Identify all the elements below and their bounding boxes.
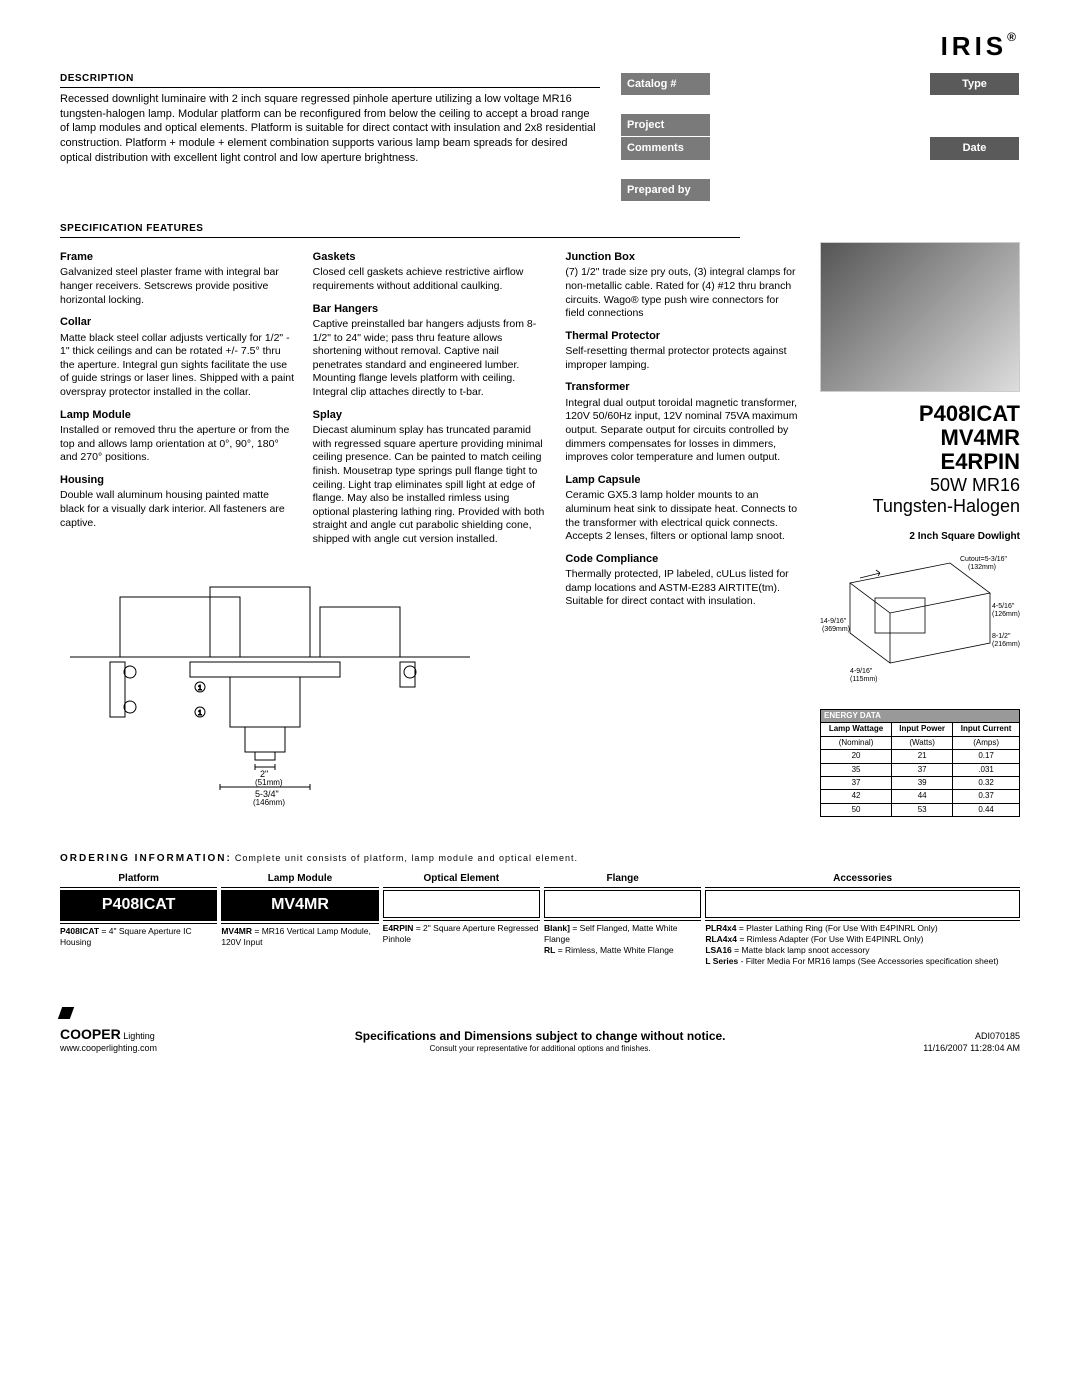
date-field[interactable] [621, 160, 1020, 178]
svg-text:1: 1 [198, 710, 202, 717]
optical-box[interactable] [383, 890, 540, 918]
housing-text: Double wall aluminum housing painted mat… [60, 489, 295, 530]
optical-desc: E4RPIN = 2" Square Aperture Regressed Pi… [383, 920, 540, 945]
code-text: Thermally protected, IP labeled, cULus l… [565, 568, 800, 609]
thermal-text: Self-resetting thermal protector protect… [565, 345, 800, 372]
ordering-sub: Complete unit consists of platform, lamp… [235, 853, 578, 863]
project-label: Project [621, 114, 711, 137]
svg-text:1: 1 [198, 685, 202, 692]
jbox-text: (7) 1/2" trade size pry outs, (3) integr… [565, 266, 800, 321]
svg-text:(51mm): (51mm) [255, 778, 283, 787]
svg-text:(126mm): (126mm) [992, 611, 1020, 618]
date-label: Date [930, 137, 1020, 160]
product-code-1: P408ICAT [820, 402, 1020, 426]
prepared-label: Prepared by [621, 178, 711, 201]
lamp-module-text: Installed or removed thru the aperture o… [60, 424, 295, 465]
project-field[interactable] [711, 114, 1020, 137]
footer-center: Specifications and Dimensions subject to… [157, 1029, 923, 1055]
lamp-header: Lamp Module [221, 872, 378, 888]
collar-text: Matte black steel collar adjusts vertica… [60, 332, 295, 400]
type-label: Type [930, 72, 1020, 95]
dimension-diagram-small: Cutout=5-3/16" (132mm) 14-9/16" (369mm) … [820, 553, 1020, 693]
flange-box[interactable] [544, 890, 701, 918]
thermal-heading: Thermal Protector [565, 329, 800, 343]
splay-text: Diecast aluminum splay has truncated par… [313, 424, 548, 547]
splay-heading: Splay [313, 408, 548, 422]
gaskets-heading: Gaskets [313, 250, 548, 264]
barhangers-heading: Bar Hangers [313, 302, 548, 316]
gaskets-text: Closed cell gaskets achieve restrictive … [313, 266, 548, 293]
flange-header: Flange [544, 872, 701, 888]
project-form: Catalog # Type Project Comments Date Pre… [620, 72, 1020, 202]
product-sub-1: 50W MR16 [820, 475, 1020, 497]
capsule-text: Ceramic GX5.3 lamp holder mounts to an a… [565, 489, 800, 544]
lamp-box: MV4MR [221, 890, 378, 921]
description-heading: DESCRIPTION [60, 72, 600, 88]
housing-heading: Housing [60, 473, 295, 487]
product-code-3: E4RPIN [820, 450, 1020, 474]
transformer-heading: Transformer [565, 380, 800, 394]
svg-text:(216mm): (216mm) [992, 641, 1020, 648]
svg-text:(146mm): (146mm) [253, 798, 285, 807]
accessories-box[interactable] [705, 890, 1020, 918]
product-sub-2: Tungsten-Halogen [820, 496, 1020, 518]
svg-text:(115mm): (115mm) [850, 676, 877, 683]
product-photo [820, 242, 1020, 392]
comments-field[interactable] [711, 137, 930, 160]
svg-text:(132mm): (132mm) [968, 564, 996, 571]
accessories-header: Accessories [705, 872, 1020, 888]
lamp-desc: MV4MR = MR16 Vertical Lamp Module, 120V … [221, 923, 378, 948]
footer-left: COOPER Lighting www.cooperlighting.com [60, 1007, 157, 1055]
optical-header: Optical Element [383, 872, 540, 888]
capsule-heading: Lamp Capsule [565, 473, 800, 487]
frame-heading: Frame [60, 250, 295, 264]
spec-heading: SPECIFICATION FEATURES [60, 222, 740, 238]
footer-right: ADI070185 11/16/2007 11:28:04 AM [923, 1031, 1020, 1054]
frame-text: Galvanized steel plaster frame with inte… [60, 266, 295, 307]
description-text: Recessed downlight luminaire with 2 inch… [60, 92, 600, 166]
energy-data-table: ENERGY DATA Lamp Wattage Input Power Inp… [820, 709, 1020, 817]
platform-header: Platform [60, 872, 217, 888]
dowlight-label: 2 Inch Square Dowlight [820, 530, 1020, 543]
collar-heading: Collar [60, 315, 295, 329]
catalog-field[interactable] [711, 72, 930, 95]
catalog-label: Catalog # [621, 72, 711, 95]
code-heading: Code Compliance [565, 552, 800, 566]
comments-label: Comments [621, 137, 711, 160]
dimension-diagram-main: 1 1 2" (51mm) 5-3/4" (146mm) [60, 577, 480, 807]
flange-desc: Blank] = Self Flanged, Matte White Flang… [544, 920, 701, 956]
lamp-module-heading: Lamp Module [60, 408, 295, 422]
svg-text:14-9/16": 14-9/16" [820, 618, 847, 625]
svg-text:4-5/16": 4-5/16" [992, 603, 1015, 610]
type-field[interactable] [621, 96, 1020, 114]
svg-text:(369mm): (369mm) [822, 626, 850, 633]
transformer-text: Integral dual output toroidal magnetic t… [565, 397, 800, 465]
brand-logo: IRIS® [941, 30, 1020, 64]
ordering-title: ORDERING INFORMATION: [60, 853, 232, 864]
platform-desc: P408ICAT = 4" Square Aperture IC Housing [60, 923, 217, 948]
jbox-heading: Junction Box [565, 250, 800, 264]
svg-text:4-9/16": 4-9/16" [850, 668, 873, 675]
accessories-desc: PLR4x4 = Plaster Lathing Ring (For Use W… [705, 920, 1020, 967]
barhangers-text: Captive preinstalled bar hangers adjusts… [313, 318, 548, 400]
prepared-field[interactable] [711, 178, 1020, 201]
svg-text:8-1/2": 8-1/2" [992, 633, 1011, 640]
svg-text:Cutout=5-3/16": Cutout=5-3/16" [960, 556, 1008, 563]
platform-box: P408ICAT [60, 890, 217, 921]
product-code-2: MV4MR [820, 426, 1020, 450]
